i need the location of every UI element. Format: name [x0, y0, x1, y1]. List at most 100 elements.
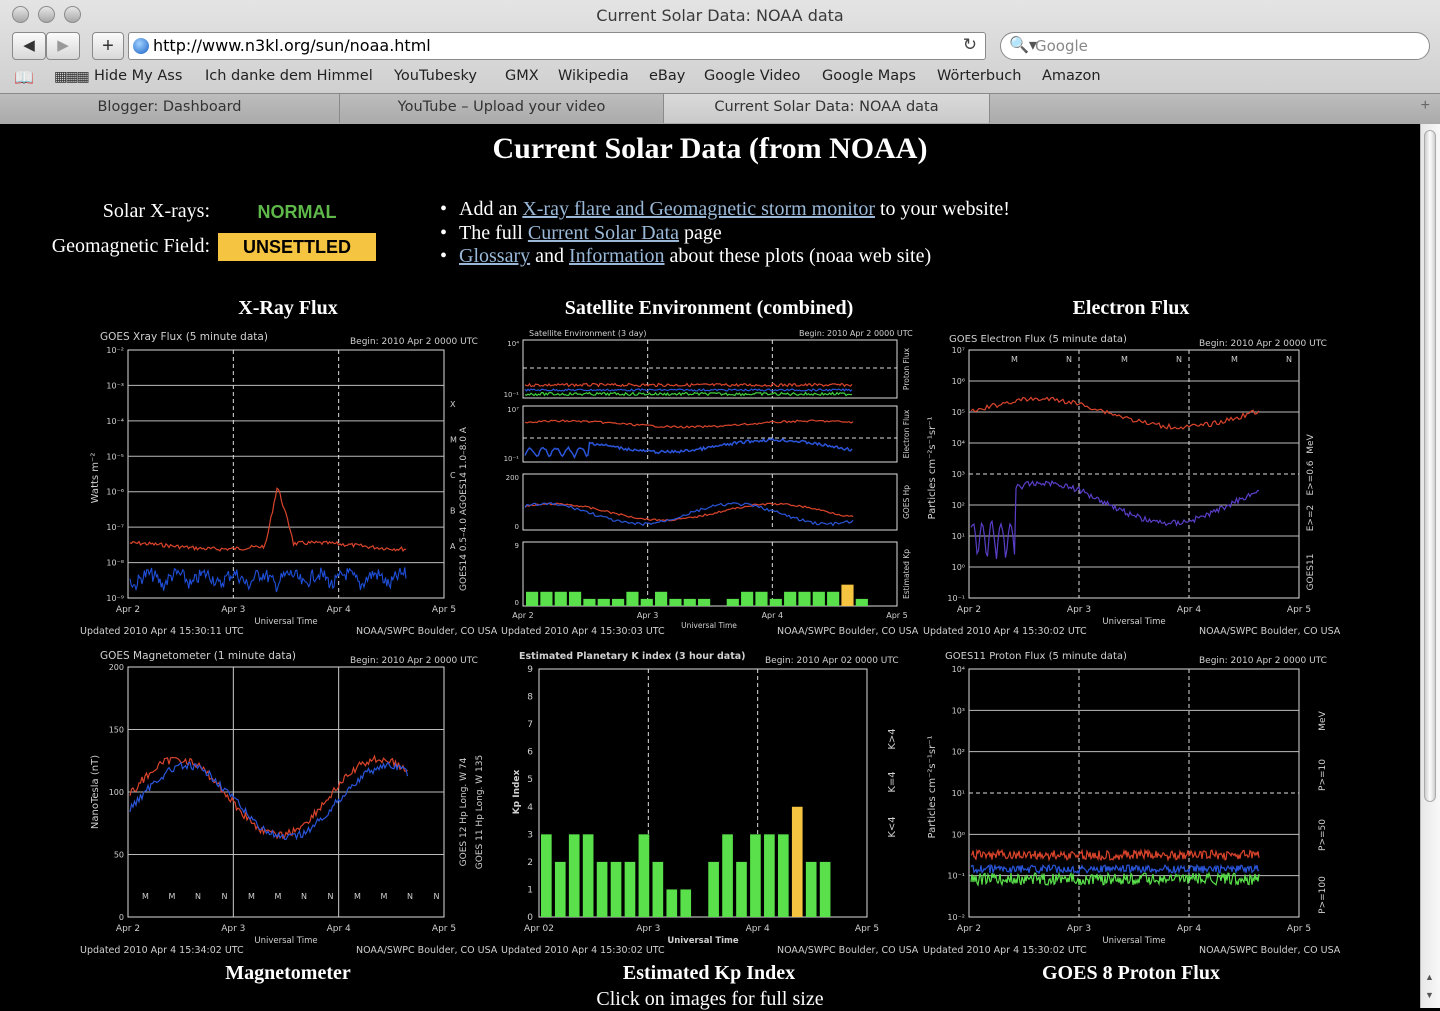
plot-frame	[522, 473, 898, 531]
back-button[interactable]: ◀	[12, 32, 46, 60]
vertical-scrollbar[interactable]: ▲ ▼	[1420, 124, 1440, 1008]
address-bar[interactable]: http://www.n3kl.org/sun/noaa.html ↻	[128, 32, 986, 60]
y-tick-label: 10²	[952, 501, 965, 510]
legend-red: GOES 12 Hp Long. W 74	[459, 757, 469, 866]
address-text[interactable]: http://www.n3kl.org/sun/noaa.html	[153, 36, 431, 55]
kp-bar	[791, 806, 803, 917]
x-tick-label: Apr 4	[327, 605, 351, 615]
legend-label: E>=2	[1306, 505, 1316, 532]
x-tick-label: Apr 2	[957, 924, 981, 934]
xray-flux-plot[interactable]: GOES Xray Flux (5 minute data) Begin: 201…	[78, 328, 498, 640]
back-icon: ◀	[23, 37, 35, 54]
y-tick-label: 10⁻¹	[947, 594, 965, 603]
y-tick-label: 10⁴	[952, 665, 965, 674]
reload-icon[interactable]: ↻	[962, 35, 977, 54]
marker-label: N	[1176, 355, 1182, 364]
y-tick-label: 4	[527, 803, 533, 813]
bookmark-item[interactable]: GMX	[505, 68, 539, 84]
minimize-window-icon[interactable]	[38, 6, 55, 23]
close-window-icon[interactable]	[12, 6, 29, 23]
scroll-thumb[interactable]	[1424, 130, 1436, 802]
kp-bar	[626, 591, 639, 606]
glossary-link[interactable]: Glossary	[459, 245, 531, 267]
x-tick-label: Apr 2	[512, 611, 533, 620]
plus-icon: +	[102, 35, 114, 57]
bookmark-item[interactable]: Wikipedia	[558, 68, 629, 84]
y-axis-label: NanoTesla (nT)	[90, 755, 101, 829]
y-tick-label: 1	[527, 885, 533, 895]
information-link[interactable]: Information	[569, 245, 665, 267]
plot-begin: Begin: 2010 Apr 2 0000 UTC	[350, 656, 478, 666]
kp-bar	[640, 598, 653, 606]
proton-10-line	[970, 848, 1260, 862]
scroll-down-icon[interactable]: ▼	[1425, 990, 1434, 1000]
bookmark-item[interactable]: YouTubesky	[394, 68, 477, 84]
bookmark-item[interactable]: Google Video	[704, 68, 801, 84]
electron-flux-plot[interactable]: GOES Electron Flux (5 minute data) Begin:…	[921, 328, 1341, 640]
marker-label: M	[381, 892, 388, 901]
x-tick-label: Apr 4	[746, 924, 770, 934]
plot-title: Satellite Environment (3 day)	[529, 329, 647, 338]
x-tick-label: Apr 4	[762, 611, 783, 620]
plot-begin: Begin: 2010 Apr 2 0000 UTC	[1199, 656, 1327, 666]
bookmark-item[interactable]: Google Maps	[822, 68, 916, 84]
geo-status-value: UNSETTLED	[218, 233, 376, 261]
y-tick-label: 5	[527, 775, 533, 785]
section-title-xray: X-Ray Flux	[238, 297, 338, 319]
kp-bar	[841, 584, 854, 606]
bookmark-item[interactable]: Wörterbuch	[937, 68, 1022, 84]
kp-index-plot[interactable]: Estimated Planetary K index (3 hour data…	[499, 647, 919, 959]
y-tick-label: 10⁻¹	[504, 455, 520, 463]
grid-icon[interactable]: ▦▦▦	[54, 68, 90, 84]
new-tab-icon[interactable]: +	[1420, 97, 1430, 114]
book-icon[interactable]: 📖	[14, 70, 34, 87]
flare-class-label: C	[450, 471, 456, 480]
section-title-satellite: Satellite Environment (combined)	[564, 297, 854, 319]
bookmark-item[interactable]: Ich danke dem Himmel	[205, 68, 373, 84]
proton-flux-plot[interactable]: GOES11 Proton Flux (5 minute data) Begin:…	[921, 647, 1341, 959]
kp-bar	[750, 834, 761, 917]
magnetometer-plot[interactable]: GOES Magnetometer (1 minute data) Begin: …	[78, 647, 498, 959]
forward-button[interactable]: ▶	[46, 32, 80, 60]
x-tick-label: Apr 3	[636, 924, 660, 934]
geo-status-label: Geomagnetic Field:	[51, 235, 210, 257]
marker-label: M	[1121, 355, 1128, 364]
x-tick-label: Apr 4	[1177, 605, 1201, 615]
current-solar-data-link[interactable]: Current Solar Data	[527, 221, 679, 244]
legend-blue: GOES 11 Hp Long. W 135	[475, 755, 485, 869]
marker-label: N	[407, 892, 413, 901]
plot-frame	[538, 668, 868, 918]
add-bookmark-button[interactable]: +	[92, 32, 124, 60]
kp-bar	[736, 861, 747, 917]
marker-label: N	[195, 892, 201, 901]
bookmarks-bar: 📖 ▦▦▦ Hide My Ass Ich danke dem Himmel Y…	[0, 66, 1440, 90]
scroll-up-icon[interactable]: ▲	[1425, 972, 1434, 982]
y-tick-label: 10⁴	[507, 340, 519, 348]
xray-status-label: Solar X-rays:	[102, 200, 210, 222]
bookmark-item[interactable]: eBay	[649, 68, 686, 84]
kp-bar	[554, 591, 567, 606]
tab-solar-data[interactable]: Current Solar Data: NOAA data	[664, 94, 990, 123]
y-tick-label: 10⁻³	[106, 381, 124, 390]
flare-monitor-link[interactable]: X-ray flare and Geomagnetic storm monito…	[522, 198, 875, 220]
kp-bar	[541, 834, 552, 917]
y-tick-label: 3	[527, 830, 533, 840]
tab-blogger[interactable]: Blogger: Dashboard	[0, 94, 340, 123]
kp-bar	[680, 889, 692, 917]
kp-bar	[722, 834, 733, 917]
bookmark-item[interactable]: Amazon	[1042, 68, 1101, 84]
satellite-environment-plot[interactable]: Satellite Environment (3 day) Begin: 2010…	[499, 328, 919, 640]
x-tick-label: Apr 5	[1287, 605, 1311, 615]
tab-youtube[interactable]: YouTube – Upload your video	[340, 94, 664, 123]
marker-label: M	[1011, 355, 1018, 364]
section-title-electron: Electron Flux	[1072, 297, 1190, 319]
zoom-window-icon[interactable]	[64, 6, 81, 23]
search-field[interactable]: 🔍▾ Google	[1000, 32, 1430, 60]
legend-label: MeV	[1318, 710, 1328, 730]
browser-chrome: Current Solar Data: NOAA data ◀ ▶ + http…	[0, 0, 1440, 124]
mag-blue-line	[129, 761, 409, 841]
kp-bar	[784, 591, 797, 606]
x-tick-label: Apr 3	[221, 924, 245, 934]
plot-credit-text: NOAA/SWPC Boulder, CO USA	[356, 945, 498, 956]
bookmark-item[interactable]: Hide My Ass	[94, 68, 183, 84]
